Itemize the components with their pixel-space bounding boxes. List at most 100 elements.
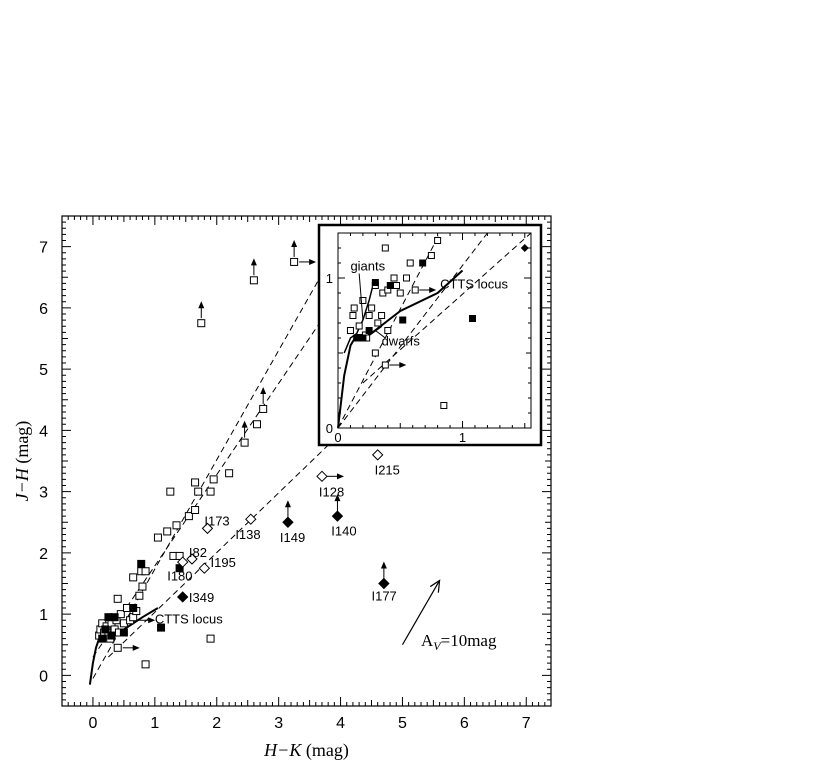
y-tick-label: 1 bbox=[39, 607, 48, 624]
reddening-vector-label: AV=10mag bbox=[421, 631, 497, 653]
open-square-point bbox=[153, 533, 162, 542]
source-label: I128 bbox=[319, 485, 344, 500]
filled-square-point bbox=[110, 613, 119, 622]
x-tick-label: 7 bbox=[522, 715, 531, 732]
inset-filled-square-point bbox=[468, 315, 476, 322]
inset-open-square-point bbox=[406, 259, 414, 267]
open-square-point bbox=[163, 527, 172, 536]
upper-limit-arrow-head bbox=[260, 386, 267, 394]
open-square-point bbox=[240, 438, 249, 447]
source-label: I177 bbox=[371, 589, 396, 604]
upper-limit-arrow-head bbox=[380, 561, 387, 569]
inset-ctts-locus-line bbox=[368, 269, 464, 336]
open-square-point bbox=[113, 643, 122, 652]
source-label: I173 bbox=[204, 513, 229, 528]
upper-limit-arrow-head bbox=[334, 494, 341, 502]
y-axis-title: J−H (mag) bbox=[12, 421, 33, 502]
reddening-line bbox=[108, 307, 471, 658]
open-square-point bbox=[206, 634, 215, 643]
inset-filled-diamond-point bbox=[520, 244, 529, 252]
filled-diamond-point bbox=[331, 510, 344, 522]
source-label: I180 bbox=[167, 568, 192, 583]
open-square-point bbox=[225, 469, 234, 478]
open-diamond-point bbox=[198, 562, 211, 574]
x-tick-label: 0 bbox=[88, 715, 97, 732]
inset-open-square-point bbox=[434, 237, 442, 244]
inset-open-square-point bbox=[390, 274, 398, 282]
inset-y-tick-label: 0 bbox=[326, 421, 333, 436]
reddening-vector bbox=[401, 580, 441, 646]
filled-square-point bbox=[137, 559, 146, 568]
inset-y-tick-label: 1 bbox=[326, 271, 333, 286]
source-label: I82 bbox=[189, 545, 207, 560]
inset-open-square-point bbox=[381, 244, 389, 252]
inset-label: giants bbox=[350, 259, 385, 274]
axis-ticks bbox=[61, 215, 552, 707]
lower-limit-arrow-head bbox=[309, 258, 317, 265]
open-diamond-point bbox=[371, 449, 384, 461]
inset-open-square-point bbox=[381, 361, 389, 369]
x-tick-label: 5 bbox=[398, 715, 407, 732]
inset-label: dwarfs bbox=[382, 334, 421, 349]
upper-limit-arrow-head bbox=[250, 258, 257, 266]
inset-open-square-point bbox=[393, 282, 401, 289]
upper-limit-arrow-head bbox=[198, 301, 205, 309]
source-label: I140 bbox=[331, 524, 356, 539]
filled-square-point bbox=[129, 604, 138, 612]
filled-diamond-point bbox=[282, 516, 294, 528]
upper-limit-arrow-head bbox=[291, 239, 298, 247]
inset-frame bbox=[337, 232, 532, 429]
source-label: I195 bbox=[211, 555, 236, 570]
open-square-point bbox=[138, 582, 147, 591]
open-diamond-point bbox=[245, 513, 257, 525]
open-square-point bbox=[141, 567, 150, 576]
y-tick-label: 3 bbox=[39, 485, 48, 502]
av-sub: V bbox=[433, 639, 442, 653]
lower-limit-arrow-head bbox=[132, 644, 140, 651]
inset-open-square-point bbox=[371, 349, 379, 357]
filled-square-point bbox=[107, 631, 116, 640]
x-axis-title-unit: (mag) bbox=[301, 740, 348, 761]
open-square-point bbox=[191, 478, 200, 487]
open-square-point bbox=[249, 276, 258, 285]
upper-limit-arrow-head bbox=[284, 500, 291, 508]
upper-limit-arrow-head bbox=[241, 420, 248, 428]
inset-open-square-point bbox=[384, 327, 392, 334]
inset-open-square-point bbox=[411, 286, 419, 294]
av-rest: =10mag bbox=[441, 631, 497, 650]
open-diamond-point bbox=[201, 522, 214, 535]
open-square-point bbox=[135, 591, 144, 600]
inset-open-square-point bbox=[359, 297, 367, 304]
inset-filled-square-point bbox=[359, 334, 367, 342]
inset-x-tick-label: 1 bbox=[459, 430, 466, 445]
filled-square-point bbox=[101, 625, 110, 634]
open-diamond-point bbox=[176, 556, 189, 568]
inset-open-square-point bbox=[396, 289, 404, 297]
inset-ticks bbox=[337, 232, 531, 429]
inset-filled-square-point bbox=[365, 327, 373, 334]
open-diamond-point bbox=[186, 553, 198, 565]
lower-limit-arrow-head bbox=[336, 473, 344, 480]
filled-diamond-point bbox=[176, 591, 189, 603]
inset-label: CTTS locus bbox=[440, 277, 508, 292]
inset-lower-limit-arrow-head bbox=[399, 362, 407, 368]
inset-open-square-point bbox=[350, 304, 358, 312]
inset-filled-square-point bbox=[353, 334, 361, 342]
inset-filled-square-point bbox=[386, 282, 394, 289]
y-tick-label: 7 bbox=[39, 240, 48, 257]
filled-diamond-point bbox=[378, 577, 390, 590]
filled-square-point bbox=[157, 623, 166, 632]
open-square-point bbox=[184, 512, 193, 521]
source-label: I149 bbox=[280, 530, 305, 545]
open-square-point bbox=[191, 506, 200, 514]
open-square-point bbox=[166, 487, 175, 496]
inset-open-square-point bbox=[402, 274, 410, 282]
open-square-point bbox=[129, 573, 138, 582]
inset-filled-square-point bbox=[419, 259, 427, 267]
x-tick-label: 2 bbox=[212, 715, 221, 732]
dwarfs-pointer bbox=[375, 330, 386, 339]
open-square-point bbox=[197, 319, 206, 328]
open-square-point bbox=[206, 487, 215, 496]
x-tick-label: 4 bbox=[336, 715, 345, 732]
